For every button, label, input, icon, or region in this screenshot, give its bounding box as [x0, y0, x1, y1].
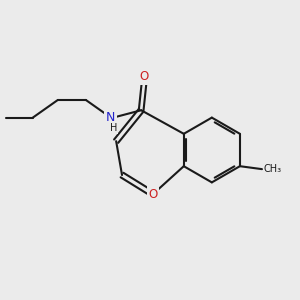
Text: CH₃: CH₃: [263, 164, 282, 174]
Text: N: N: [106, 111, 116, 124]
Text: O: O: [140, 70, 149, 83]
Text: O: O: [148, 188, 158, 201]
Text: H: H: [110, 123, 117, 133]
